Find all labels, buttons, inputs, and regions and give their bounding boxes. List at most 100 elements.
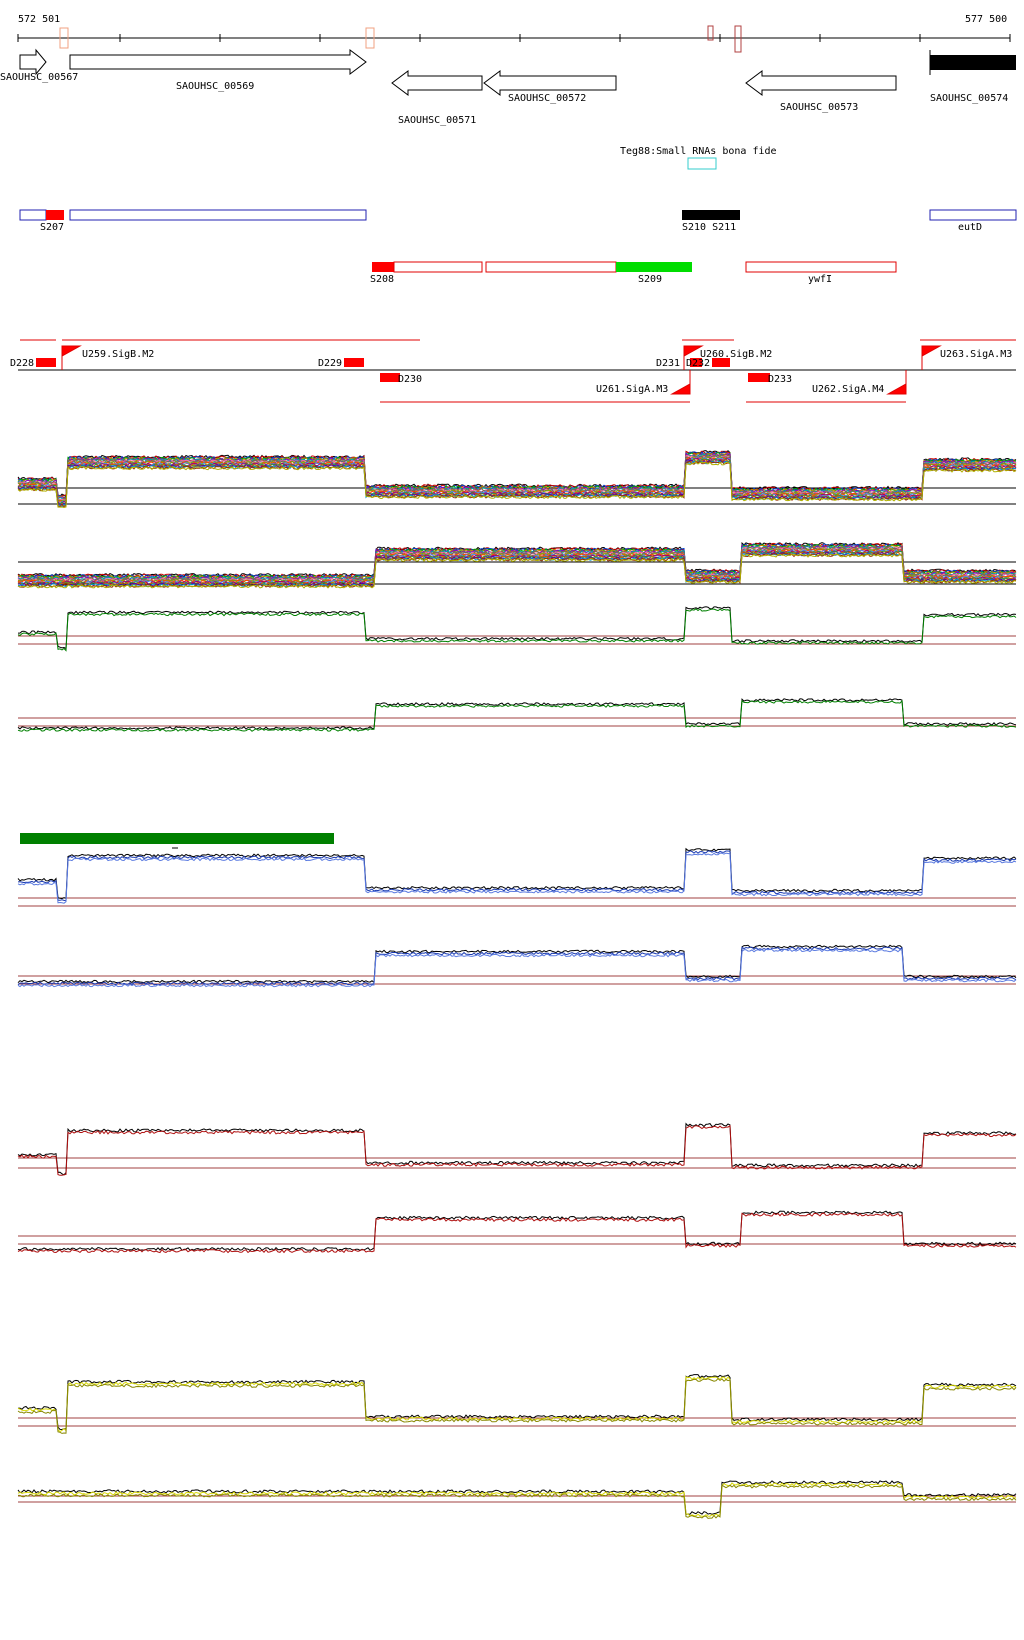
expression-line: [17, 461, 1017, 509]
ruler-end-label: 577 500: [965, 14, 1007, 25]
segment-highlight[interactable]: [372, 262, 394, 272]
segment-box[interactable]: [393, 261, 483, 273]
promoter-label: U261.SigA.M3: [596, 384, 668, 395]
segment-box[interactable]: [485, 261, 617, 273]
promoter-block[interactable]: [690, 358, 702, 367]
gene-label: SAOUHSC_00569: [176, 81, 254, 92]
promoter-flag[interactable]: [683, 345, 704, 370]
gene-block-plus[interactable]: [930, 55, 1016, 70]
expression-line: [17, 460, 1017, 508]
red-track-plus: [17, 1122, 1017, 1176]
promoter-label: D230: [398, 374, 422, 385]
segment-box[interactable]: [19, 209, 47, 221]
expression-line: [17, 946, 1017, 986]
promoter-label: U262.SigA.M4: [812, 384, 884, 395]
red-track-minus: [17, 1210, 1017, 1254]
green-track-plus: [17, 606, 1017, 652]
promoter-block[interactable]: [712, 358, 730, 367]
segment-box[interactable]: [69, 209, 367, 221]
segment-label: S210 S211: [682, 222, 736, 233]
gene-arrow-minus[interactable]: [483, 70, 617, 96]
small-rna-box[interactable]: [687, 157, 717, 170]
promoter-track: D228 U259.SigB.M2 D229 D230 D231 D232 U2…: [10, 339, 1016, 403]
segment-label: S209: [638, 274, 662, 285]
segment-highlight[interactable]: [682, 210, 740, 220]
expression-line: [17, 948, 1017, 988]
promoter-label: D233: [768, 374, 792, 385]
expression-line: [17, 850, 1017, 902]
multi-sample-track-minus: [17, 542, 1017, 589]
promoter-block[interactable]: [344, 358, 364, 367]
expression-line: [17, 552, 1017, 589]
promoter-label: D229: [318, 358, 342, 369]
expression-line: [17, 551, 1017, 587]
gene-arrow-minus[interactable]: [391, 70, 483, 96]
coordinate-ruler: 572 501 577 500: [17, 14, 1011, 53]
ruler-start-label: 572 501: [18, 14, 60, 25]
ruler-marker: [365, 27, 375, 49]
gene-label: SAOUHSC_00567: [0, 72, 78, 83]
segment-highlight[interactable]: [46, 210, 64, 220]
gene-arrow-plus[interactable]: [69, 49, 367, 75]
promoter-block[interactable]: [380, 373, 400, 382]
expression-line: [17, 1212, 1017, 1254]
promoter-flag[interactable]: [61, 345, 82, 370]
promoter-label: D232: [686, 358, 710, 369]
expression-line: [17, 944, 1017, 984]
ruler-marker: [59, 27, 69, 49]
segment-label: S208: [370, 274, 394, 285]
segment-label: S207: [40, 222, 64, 233]
segment-track-minus: S208 S209 ywfI: [370, 261, 897, 285]
gene-label: SAOUHSC_00573: [780, 102, 858, 113]
expression-line: [17, 847, 1017, 900]
segment-box[interactable]: [745, 261, 897, 273]
ruler-marker: [707, 25, 714, 41]
expression-line: [17, 1482, 1017, 1517]
ruler-marker: [734, 25, 742, 53]
ruler-ticks: [17, 34, 1011, 42]
segment-label: eutD: [958, 222, 982, 233]
expression-line: [17, 450, 1017, 497]
gene-track: SAOUHSC_00567 SAOUHSC_00569 SAOUHSC_0057…: [0, 48, 1016, 126]
green-track-minus: [17, 698, 1017, 732]
small-rna-track: Teg88:Small RNAs bona fide: [620, 146, 777, 170]
expression-line: [17, 852, 1017, 904]
expression-line: [17, 1376, 1017, 1433]
segment-track-plus: S207 S210 S211 eutD: [19, 209, 1017, 233]
blue-track-plus: [17, 847, 1017, 907]
gene-label: SAOUHSC_00571: [398, 115, 476, 126]
blue-track-minus: [17, 944, 1017, 988]
promoter-label: U259.SigB.M2: [82, 349, 154, 360]
promoter-block[interactable]: [748, 373, 770, 382]
segment-box[interactable]: [929, 209, 1017, 221]
promoter-flag[interactable]: [886, 370, 907, 395]
promoter-label: D231: [656, 358, 680, 369]
expression-line: [17, 1210, 1017, 1252]
expression-line: [17, 1122, 1017, 1176]
gene-label: SAOUHSC_00572: [508, 93, 586, 104]
multi-sample-track-plus: [17, 449, 1017, 509]
gene-arrow-minus[interactable]: [745, 70, 897, 96]
expression-line: [17, 699, 1017, 732]
promoter-block[interactable]: [36, 358, 56, 367]
expression-line: [17, 698, 1017, 730]
promoter-flag[interactable]: [670, 370, 691, 395]
expression-line: [17, 547, 1017, 583]
coverage-bar: [20, 833, 334, 844]
promoter-flag[interactable]: [921, 345, 942, 370]
promoter-label: U260.SigB.M2: [700, 349, 772, 360]
expression-line: [17, 456, 1017, 505]
yellow-track-minus: [17, 1480, 1017, 1519]
small-rna-label: Teg88:Small RNAs bona fide: [620, 146, 777, 157]
expression-line: [17, 1480, 1017, 1515]
expression-line: [17, 1377, 1017, 1434]
expression-line: [17, 543, 1017, 579]
segment-label: ywfI: [808, 274, 832, 285]
expression-line: [17, 460, 1017, 508]
gene-label: SAOUHSC_00574: [930, 93, 1008, 104]
segment-highlight[interactable]: [616, 262, 692, 272]
promoter-label: U263.SigA.M3: [940, 349, 1012, 360]
gene-arrow-plus[interactable]: [19, 48, 47, 76]
expression-line: [18, 1484, 1017, 1519]
